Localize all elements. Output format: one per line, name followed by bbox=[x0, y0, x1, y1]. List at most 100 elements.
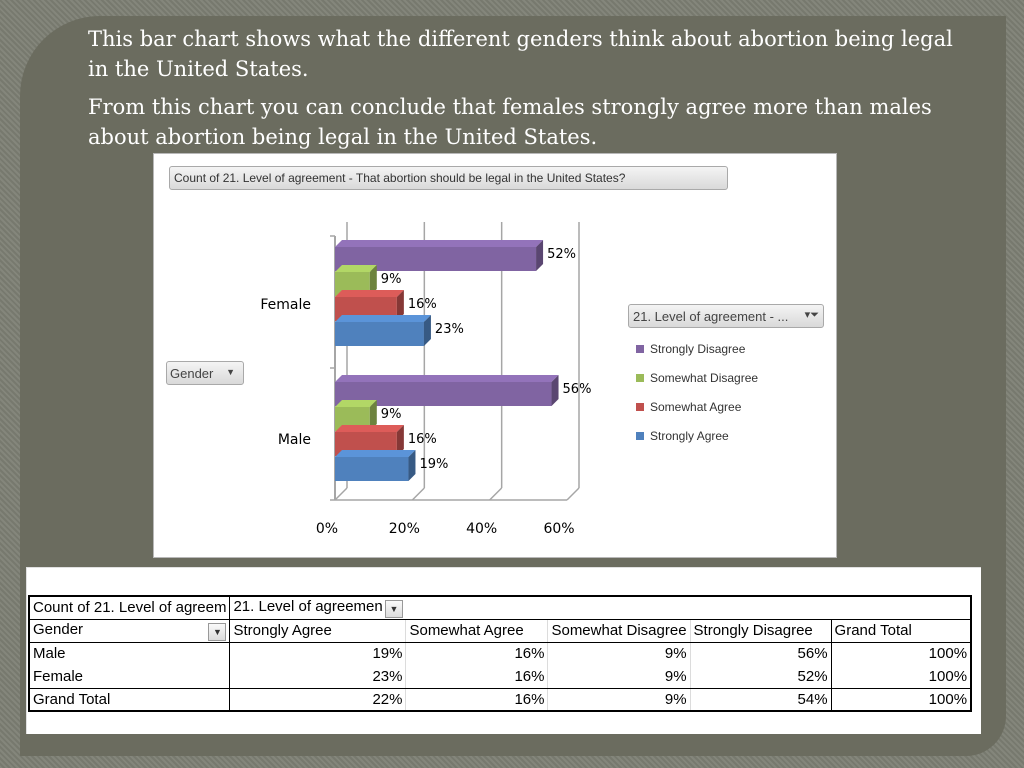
chart-frame: 0% 20% 40% 60% Female 52% 9% 16% 23% Male 56% 9% 16%… bbox=[153, 153, 837, 558]
gridline-floor bbox=[489, 487, 503, 501]
table-cell: 19% bbox=[229, 642, 406, 665]
bar-chart: 0% 20% 40% 60% Female 52% 9% 16% 23% Male 56% 9% 16%… bbox=[260, 222, 592, 537]
legend-field-button[interactable]: 21. Level of agreement - ... ▾⏷ bbox=[628, 304, 824, 328]
table-cell: 16% bbox=[405, 665, 548, 689]
table-header-row-1: Count of 21. Level of agreem 21. Level o… bbox=[28, 595, 973, 620]
bar-side-face bbox=[423, 315, 431, 346]
row-label: Male bbox=[28, 642, 230, 665]
header-cell: Somewhat Agree bbox=[405, 619, 548, 643]
filter-icon: ▾⏷ bbox=[804, 309, 819, 321]
header-cell-label: 21. Level of agreemen bbox=[233, 597, 383, 615]
legend-swatch bbox=[636, 373, 644, 382]
header-cell[interactable]: 21. Level of agreemen ▼ bbox=[229, 595, 406, 620]
row-label: Female bbox=[28, 665, 230, 689]
header-cell: Count of 21. Level of agreem bbox=[28, 595, 230, 620]
bar-top-face bbox=[335, 400, 377, 407]
header-cell: Strongly Disagree bbox=[689, 619, 832, 643]
bar-side-face bbox=[396, 290, 404, 321]
bar-side-face bbox=[369, 400, 377, 431]
paragraph-1: This bar chart shows what the different … bbox=[88, 27, 953, 81]
bar-side-face bbox=[396, 425, 404, 456]
bar-side-face bbox=[369, 265, 377, 296]
table-row: Male 19% 16% 9% 56% 100% bbox=[28, 642, 973, 665]
legend-label: Strongly Agree bbox=[650, 428, 729, 443]
bar bbox=[335, 457, 409, 481]
data-label: 9% bbox=[381, 272, 402, 287]
bar-top-face bbox=[335, 240, 544, 247]
data-label: 23% bbox=[435, 322, 464, 337]
bar-top-face bbox=[335, 290, 404, 297]
header-cell: Somewhat Disagree bbox=[547, 619, 691, 643]
table-cell: 16% bbox=[405, 688, 548, 712]
bar-side-face bbox=[536, 240, 544, 271]
table-cell: 52% bbox=[689, 665, 832, 689]
category-label: Male bbox=[278, 432, 311, 448]
legend: Strongly Disagree Somewhat Disagree Somewh… bbox=[636, 334, 758, 450]
bar-top-face bbox=[335, 450, 416, 457]
x-tick-label: 40% bbox=[466, 521, 497, 537]
filter-icon[interactable]: ▼ bbox=[384, 599, 403, 618]
bar-top-face bbox=[335, 265, 377, 272]
x-tick-label: 20% bbox=[389, 521, 420, 537]
chart-title-button[interactable]: Count of 21. Level of agreement - That a… bbox=[169, 166, 728, 190]
legend-item: Strongly Disagree bbox=[636, 334, 758, 363]
legend-item: Somewhat Disagree bbox=[636, 363, 758, 392]
bar bbox=[335, 322, 424, 346]
data-label: 16% bbox=[408, 297, 437, 312]
header-cell: Grand Total bbox=[830, 619, 973, 643]
table-cell: 100% bbox=[830, 665, 973, 689]
legend-swatch bbox=[636, 431, 644, 440]
legend-field-label: 21. Level of agreement - ... bbox=[633, 309, 789, 324]
header-cell[interactable]: Gender ▼ bbox=[28, 619, 230, 643]
table-cell: 16% bbox=[405, 642, 548, 665]
table-cell: 9% bbox=[547, 665, 691, 689]
gridline-floor bbox=[334, 487, 348, 501]
table-row-grand-total: Grand Total 22% 16% 9% 54% 100% bbox=[28, 688, 973, 712]
bar-top-face bbox=[335, 375, 559, 382]
table-cell: 23% bbox=[229, 665, 406, 689]
header-cell: Strongly Agree bbox=[229, 619, 406, 643]
legend-item: Somewhat Agree bbox=[636, 392, 758, 421]
x-tick-label: 60% bbox=[543, 521, 574, 537]
data-label: 16% bbox=[408, 432, 437, 447]
pivot-table-frame: Count of 21. Level of agreem 21. Level o… bbox=[26, 567, 981, 734]
data-label: 19% bbox=[419, 457, 448, 472]
header-cell bbox=[547, 595, 691, 620]
data-label: 9% bbox=[381, 407, 402, 422]
table-cell: 54% bbox=[689, 688, 832, 712]
table-cell: 100% bbox=[830, 642, 973, 665]
chevron-down-icon: ▼ bbox=[226, 367, 235, 377]
gender-field-button[interactable]: Gender ▼ bbox=[166, 361, 244, 385]
gridline-floor bbox=[411, 487, 425, 501]
header-cell bbox=[405, 595, 548, 620]
table-cell: 9% bbox=[547, 642, 691, 665]
x-tick-label: 0% bbox=[316, 521, 338, 537]
bar-side-face bbox=[408, 450, 416, 481]
row-label: Grand Total bbox=[28, 688, 230, 712]
table-cell: 22% bbox=[229, 688, 406, 712]
table-cell: 100% bbox=[830, 688, 973, 712]
legend-swatch bbox=[636, 344, 644, 353]
header-cell-label: Gender bbox=[33, 620, 84, 638]
legend-label: Somewhat Disagree bbox=[650, 370, 759, 385]
pivot-table: Count of 21. Level of agreem 21. Level o… bbox=[28, 595, 973, 712]
bar-side-face bbox=[551, 375, 559, 406]
chevron-down-icon[interactable]: ▼ bbox=[208, 622, 227, 641]
legend-swatch bbox=[636, 402, 644, 411]
table-row: Female 23% 16% 9% 52% 100% bbox=[28, 665, 973, 689]
paragraph-2: From this chart you can conclude that fe… bbox=[88, 95, 932, 149]
legend-item: Strongly Agree bbox=[636, 421, 758, 450]
slide-text: This bar chart shows what the different … bbox=[88, 24, 958, 160]
legend-label: Strongly Disagree bbox=[650, 341, 746, 356]
category-label: Female bbox=[260, 297, 311, 313]
table-header-row-2: Gender ▼ Strongly Agree Somewhat Agree So… bbox=[28, 619, 973, 643]
header-cell bbox=[831, 595, 973, 620]
data-label: 56% bbox=[563, 382, 592, 397]
gridline-floor bbox=[566, 487, 580, 501]
bar-top-face bbox=[335, 425, 404, 432]
table-cell: 9% bbox=[547, 688, 691, 712]
gender-field-label: Gender bbox=[170, 366, 214, 381]
data-label: 52% bbox=[547, 247, 576, 262]
table-cell: 56% bbox=[689, 642, 832, 665]
bar-top-face bbox=[335, 315, 431, 322]
